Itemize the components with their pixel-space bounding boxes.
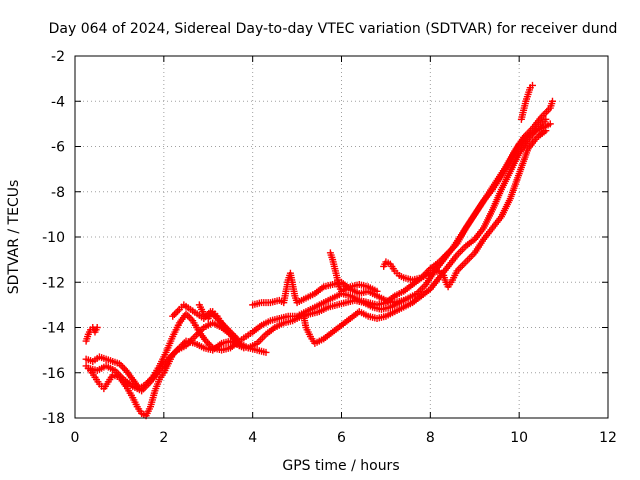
series-9 — [326, 249, 381, 295]
data-point-marker — [548, 97, 556, 105]
y-tick-label: -12 — [42, 275, 65, 291]
x-tick-label: 12 — [599, 430, 617, 446]
y-axis-label: SDTVAR / TECUs — [6, 180, 22, 295]
x-tick-label: 4 — [248, 430, 257, 446]
data-point-marker — [528, 81, 536, 89]
data-point-marker — [262, 348, 270, 356]
data-point-marker — [373, 287, 381, 295]
x-tick-label: 6 — [337, 430, 346, 446]
y-tick-label: -16 — [42, 366, 65, 382]
data-point-marker — [400, 296, 408, 304]
data-point-marker — [172, 309, 180, 317]
data-point-marker — [170, 310, 178, 318]
data-point-marker — [174, 307, 182, 315]
data-point-marker — [169, 312, 177, 320]
series-3 — [82, 120, 554, 393]
series-11 — [517, 81, 536, 123]
data-point-marker — [185, 313, 193, 321]
data-point-marker — [119, 363, 127, 371]
series-6 — [195, 301, 248, 352]
x-tick-label: 10 — [510, 430, 528, 446]
data-point-marker — [240, 344, 248, 352]
series-8 — [300, 115, 550, 347]
data-point-marker — [93, 324, 101, 331]
x-tick-label: 0 — [71, 430, 80, 446]
y-tick-label: -6 — [51, 140, 65, 156]
data-point-marker — [542, 115, 550, 123]
data-point-marker — [205, 340, 213, 348]
chart-title: Day 064 of 2024, Sidereal Day-to-day VTE… — [49, 21, 618, 37]
series-1 — [82, 324, 101, 345]
y-tick-label: -4 — [51, 94, 65, 110]
x-tick-label: 2 — [159, 430, 168, 446]
x-tick-label: 8 — [426, 430, 435, 446]
series-10 — [380, 127, 550, 291]
data-points — [82, 81, 556, 420]
axis-ticks: 0 2 4 6 8 10 12 -18 -16 -14 -12 -10 -8 -6 -4 -2 — [42, 49, 617, 446]
x-axis-label: GPS time / hours — [282, 458, 399, 474]
y-tick-label: -8 — [51, 185, 65, 201]
y-tick-label: -10 — [42, 230, 65, 246]
y-tick-label: -18 — [42, 411, 65, 427]
data-point-marker — [546, 120, 554, 128]
data-point-marker — [542, 127, 550, 135]
y-tick-label: -2 — [51, 49, 65, 65]
grid-lines — [75, 56, 608, 418]
series-4 — [84, 97, 556, 395]
y-tick-label: -14 — [42, 321, 65, 337]
